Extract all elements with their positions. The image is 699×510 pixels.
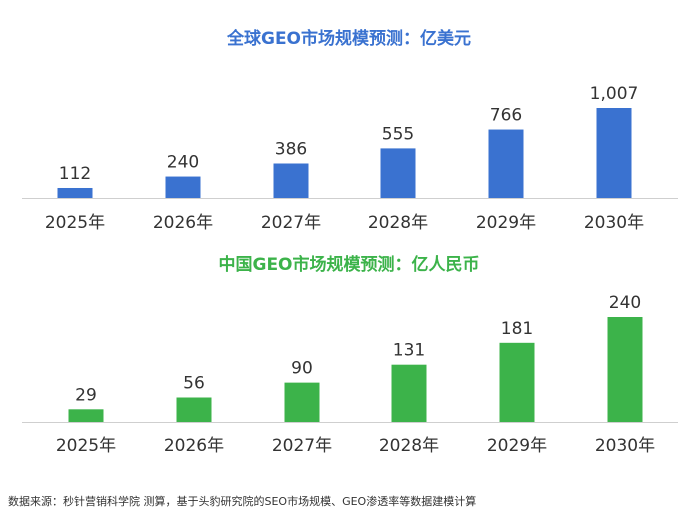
bar bbox=[273, 163, 309, 198]
data-label: 240 bbox=[609, 293, 641, 313]
data-label: 56 bbox=[183, 374, 205, 394]
tick-label: 2026年 bbox=[164, 436, 224, 456]
source-note: 数据来源：秒针营销科学院 测算，基于头豹研究院的SEO市场规模、GEO渗透率等数… bbox=[8, 495, 477, 508]
bar bbox=[68, 409, 104, 422]
chart-title: 全球GEO市场规模预测：亿美元 bbox=[226, 28, 471, 49]
tick-label: 2026年 bbox=[153, 213, 213, 233]
data-label: 766 bbox=[490, 106, 522, 126]
bar bbox=[380, 148, 416, 198]
data-label: 112 bbox=[59, 164, 91, 184]
tick-label: 2025年 bbox=[56, 436, 116, 456]
data-label: 240 bbox=[167, 153, 199, 173]
bar bbox=[284, 382, 320, 422]
data-label: 90 bbox=[291, 359, 313, 379]
bar bbox=[607, 317, 643, 422]
bar bbox=[391, 364, 427, 422]
bar bbox=[57, 187, 93, 198]
tick-label: 2030年 bbox=[595, 436, 655, 456]
data-label: 386 bbox=[275, 140, 307, 160]
data-label: 29 bbox=[75, 385, 97, 405]
data-label: 1,007 bbox=[590, 84, 639, 104]
tick-label: 2028年 bbox=[379, 436, 439, 456]
data-label: 181 bbox=[501, 319, 533, 339]
tick-label: 2029年 bbox=[487, 436, 547, 456]
bar bbox=[165, 176, 201, 198]
data-label: 131 bbox=[393, 341, 425, 361]
data-label: 555 bbox=[382, 124, 414, 144]
tick-label: 2030年 bbox=[584, 213, 644, 233]
tick-label: 2027年 bbox=[261, 213, 321, 233]
tick-label: 2025年 bbox=[45, 213, 105, 233]
tick-label: 2028年 bbox=[368, 213, 428, 233]
bar bbox=[596, 108, 632, 198]
bar bbox=[499, 342, 535, 422]
tick-label: 2027年 bbox=[272, 436, 332, 456]
tick-label: 2029年 bbox=[476, 213, 536, 233]
bar bbox=[488, 129, 524, 198]
bar bbox=[176, 397, 212, 422]
chart-title: 中国GEO市场规模预测：亿人民币 bbox=[218, 254, 479, 275]
